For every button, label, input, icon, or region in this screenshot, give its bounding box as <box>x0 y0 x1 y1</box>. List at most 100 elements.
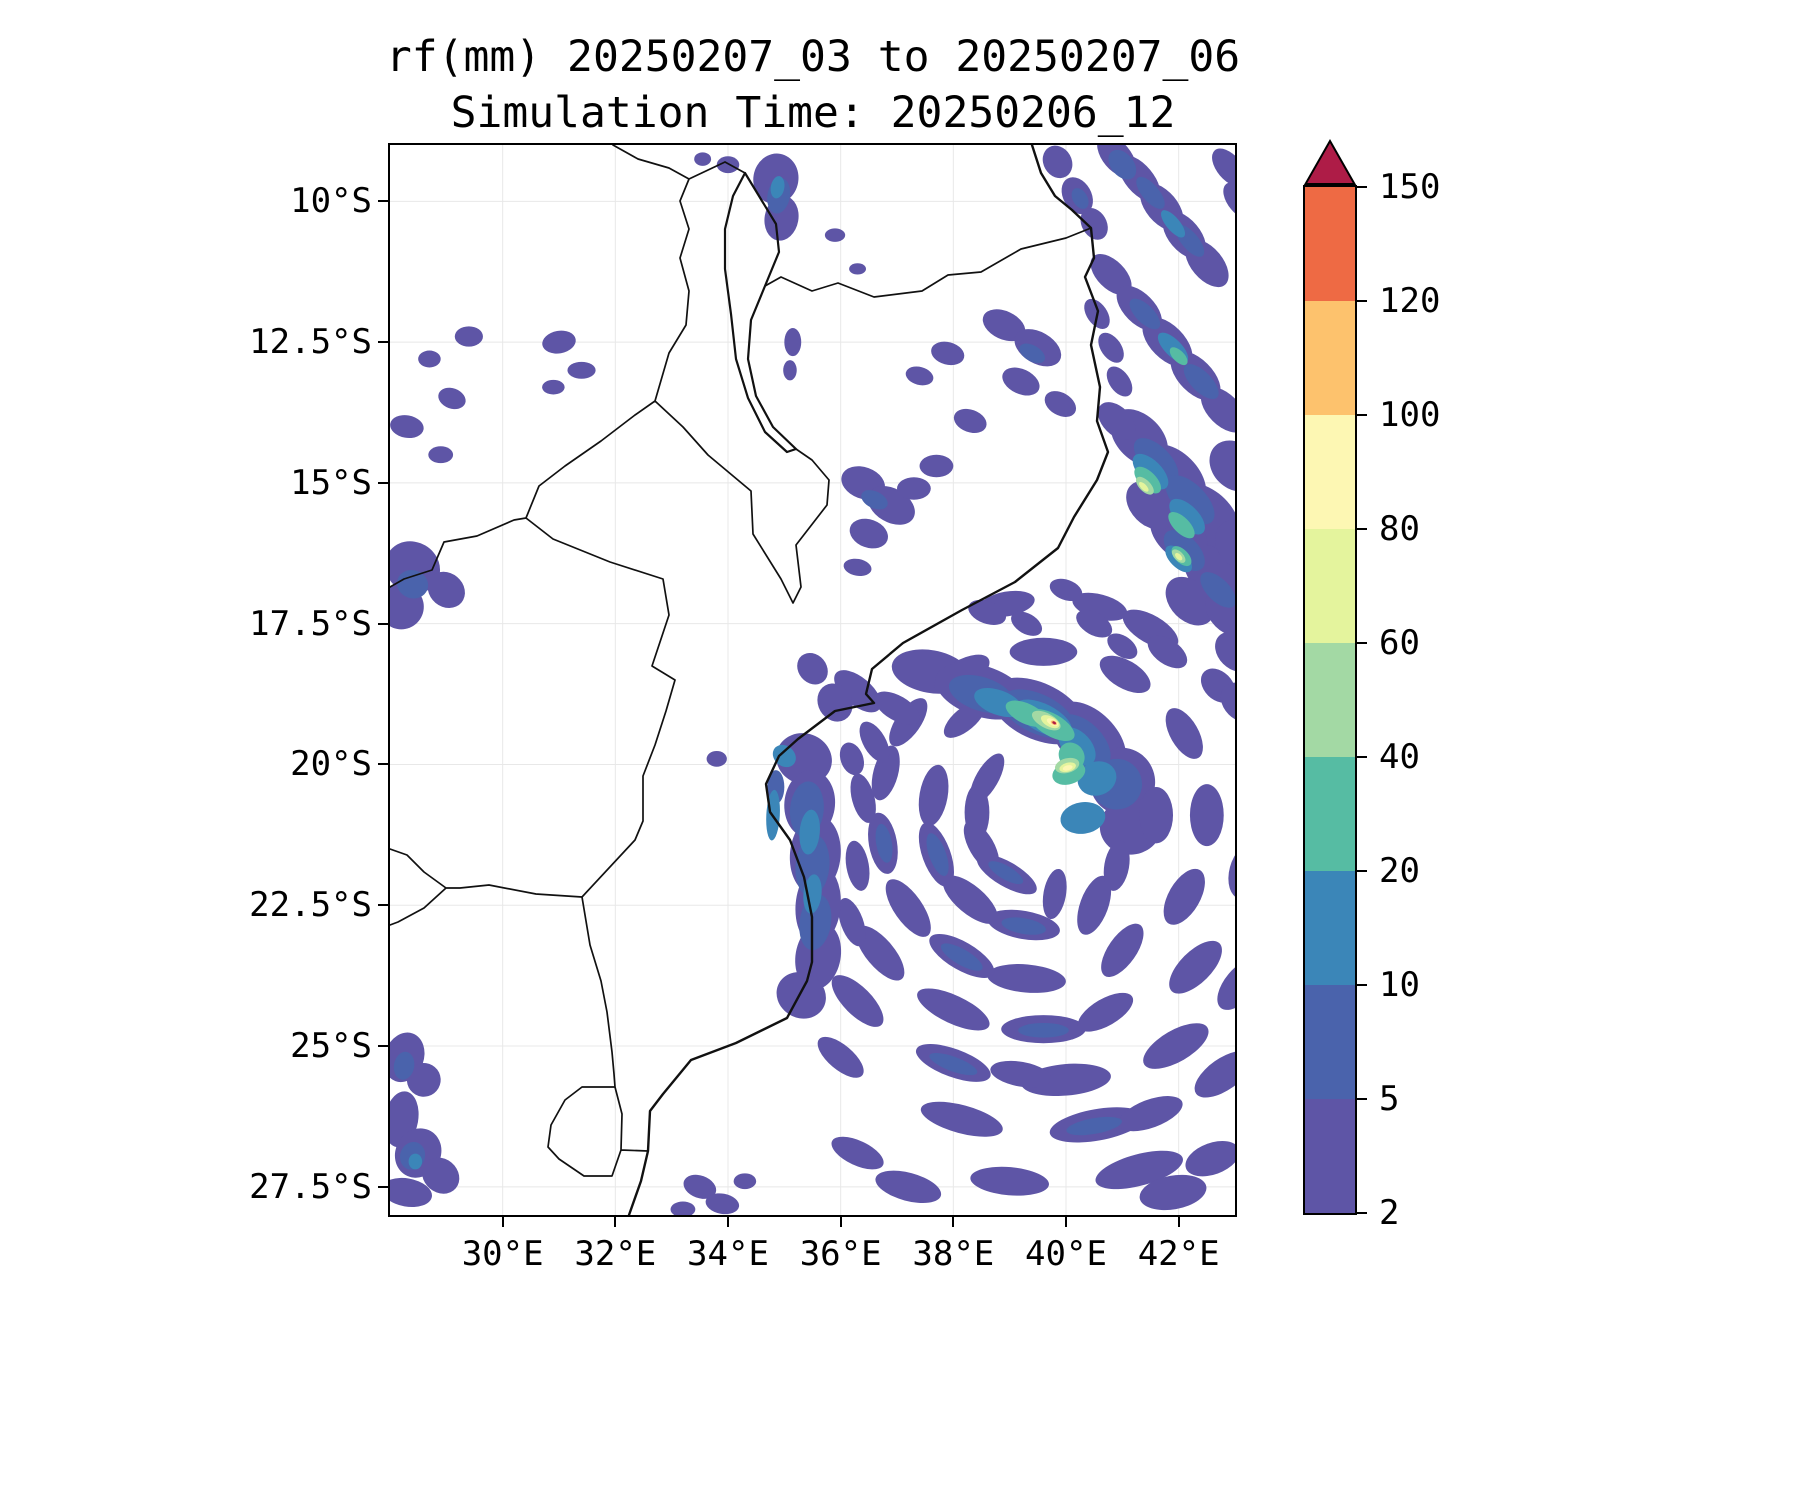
colorbar-segment <box>1305 984 1355 1099</box>
rain-cell <box>905 366 934 386</box>
rain-cell <box>1228 843 1235 900</box>
rain-cell <box>831 1136 884 1170</box>
colorbar-tick <box>1357 300 1367 302</box>
rain-cell <box>1147 635 1188 669</box>
rain-cell <box>1106 366 1133 397</box>
colorbar-tick-label: 5 <box>1379 1079 1400 1119</box>
rain-cell <box>1044 391 1077 417</box>
rain-cell <box>824 228 846 242</box>
rain-cell <box>1042 868 1067 920</box>
rain-cell <box>1220 682 1235 723</box>
rain-cell <box>406 1062 441 1097</box>
rain-cell <box>1018 1022 1069 1038</box>
x-axis-tick-label: 38°E <box>912 1234 995 1274</box>
rain-cell <box>1001 917 1046 935</box>
rain-cell <box>1212 148 1235 187</box>
colorbar-tick-label: 100 <box>1379 395 1441 435</box>
rain-cell <box>839 742 864 776</box>
rain-cell <box>990 1060 1052 1088</box>
rain-cell <box>1052 721 1057 725</box>
rain-cell <box>920 1101 1003 1137</box>
x-axis-tick <box>1065 1217 1067 1227</box>
y-axis-tick <box>378 1185 388 1188</box>
rain-cell <box>1129 298 1161 330</box>
rain-cell <box>968 599 1007 625</box>
colorbar-tick <box>1357 414 1367 416</box>
rain-cell <box>982 309 1026 342</box>
rain-cell <box>390 415 424 439</box>
rain-cell <box>1215 519 1235 571</box>
colorbar-segment <box>1305 528 1355 643</box>
x-axis-tick <box>952 1217 955 1227</box>
rain-cell <box>931 341 965 366</box>
rain-cell <box>1077 761 1117 796</box>
rain-cell <box>1101 923 1144 977</box>
x-axis-tick-label: 42°E <box>1137 1234 1220 1274</box>
rain-cell <box>716 156 740 174</box>
x-axis-tick <box>614 1217 617 1227</box>
rain-cell <box>1097 402 1136 440</box>
rain-cell <box>1080 207 1108 240</box>
rain-cell <box>1011 611 1043 636</box>
rain-cell <box>1185 1141 1235 1177</box>
rain-cell <box>1062 765 1073 771</box>
rain-cell <box>918 764 949 827</box>
colorbar-tick <box>1357 1212 1367 1214</box>
colorbar-tick-label: 40 <box>1379 737 1420 777</box>
rain-cell <box>705 1193 740 1215</box>
rain-cell <box>784 328 802 357</box>
x-axis-tick-label: 34°E <box>687 1234 769 1274</box>
rain-cell <box>783 360 797 381</box>
rain-cell <box>694 152 712 166</box>
rain-cell <box>1189 784 1224 847</box>
colorbar-tick <box>1357 870 1367 872</box>
rain-cell <box>1223 182 1235 221</box>
rain-cell <box>926 833 949 876</box>
colorbar-tick-label: 20 <box>1379 851 1420 891</box>
rain-cell <box>1139 1174 1207 1211</box>
rain-cell <box>929 1053 978 1076</box>
rain-cell <box>859 721 890 763</box>
rain-cell <box>1042 145 1073 179</box>
rain-cell <box>1133 438 1179 483</box>
x-axis-tick <box>839 1217 842 1227</box>
rain-cell <box>850 773 876 823</box>
x-axis-tick-label: 30°E <box>461 1234 544 1274</box>
rain-cell <box>1002 367 1040 396</box>
y-axis-tick-label: 20°S <box>290 744 372 785</box>
rain-cell <box>393 1051 415 1080</box>
colorbar-tick-label: 80 <box>1379 509 1420 549</box>
rain-cell <box>427 571 465 609</box>
rain-cell <box>428 446 454 464</box>
rain-cell <box>1194 1050 1235 1098</box>
rain-cell <box>838 898 866 947</box>
rain-cell <box>875 823 893 863</box>
rain-cell <box>1095 1150 1183 1190</box>
rain-cell <box>1118 1096 1183 1132</box>
y-axis-tick-label: 17.5°S <box>249 603 372 644</box>
rain-cell <box>1090 254 1132 296</box>
rain-cell <box>776 972 826 1019</box>
rain-cell <box>1138 482 1149 492</box>
rain-cell <box>1183 364 1219 399</box>
y-axis-tick-label: 12.5°S <box>249 322 372 363</box>
y-axis-tick <box>378 622 388 625</box>
rain-cell <box>770 176 785 199</box>
rain-cell <box>940 943 983 971</box>
x-axis-tick-label: 40°E <box>1025 1234 1107 1274</box>
rain-cell <box>1165 475 1215 525</box>
y-axis-tick <box>378 1045 388 1048</box>
rain-cell <box>799 809 820 855</box>
colorbar-tick <box>1357 528 1367 530</box>
x-axis-tick <box>727 1217 729 1227</box>
rain-cell <box>942 875 998 924</box>
rain-cell <box>1126 481 1175 530</box>
rain-cell <box>885 879 931 937</box>
rain-cell <box>843 558 872 577</box>
rain-cell <box>934 654 990 695</box>
rain-cell <box>953 408 987 434</box>
rain-cell <box>408 1153 423 1170</box>
rain-cell <box>917 988 990 1031</box>
y-axis-tick-label: 22.5°S <box>249 885 372 926</box>
rain-cell <box>1175 553 1183 561</box>
